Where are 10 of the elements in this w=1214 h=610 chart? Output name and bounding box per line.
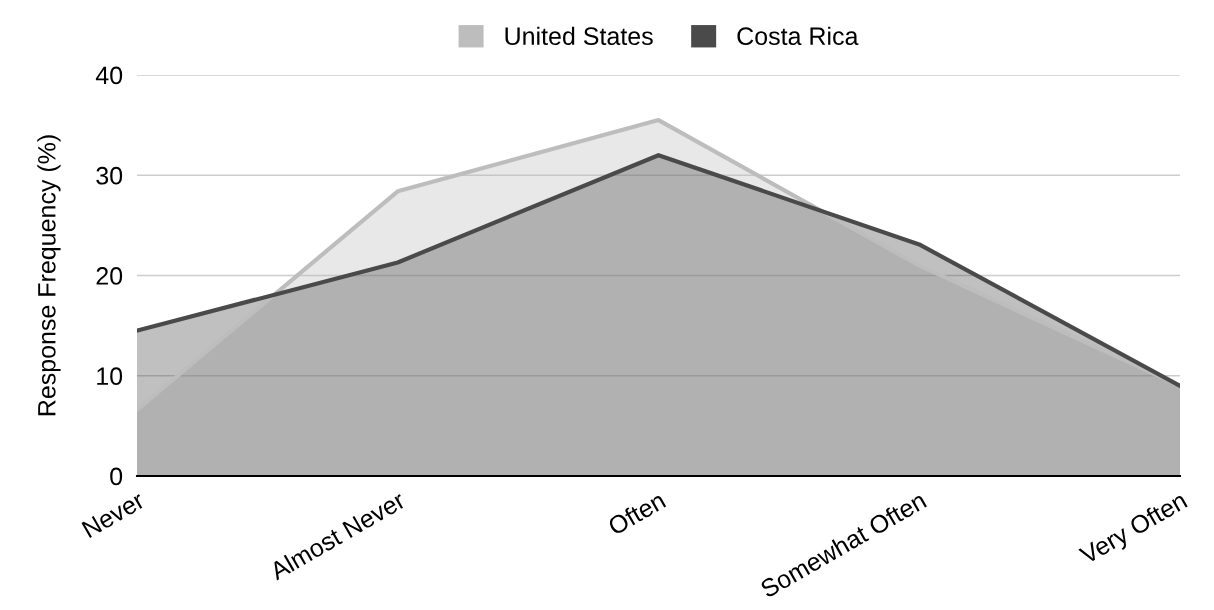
x-tick-label: Often: [606, 490, 667, 536]
y-tick-label: 0: [110, 467, 123, 486]
legend-label: Costa Rica: [737, 26, 859, 46]
x-tick-label: Very Often: [1077, 490, 1191, 570]
y-axis-title: Response Frequency (%): [37, 135, 61, 416]
y-tick-label: 10: [97, 367, 123, 386]
y-tick-label: 20: [96, 267, 123, 285]
y-tick-label: 40: [95, 66, 123, 85]
y-tick-label: 30: [96, 166, 123, 185]
legend-label: United States: [505, 26, 653, 46]
